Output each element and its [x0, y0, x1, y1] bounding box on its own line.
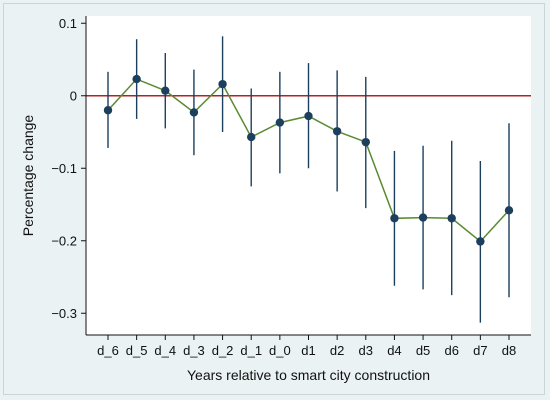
data-point	[275, 118, 285, 127]
y-tick-label: −0.3	[51, 306, 77, 321]
data-point	[304, 111, 313, 121]
data-point	[361, 137, 370, 147]
x-tick-label: d5	[416, 343, 430, 358]
data-point	[476, 237, 485, 246]
y-tick-label: −0.2	[51, 233, 77, 248]
data-point	[103, 106, 113, 115]
y-axis-title: Percentage change	[20, 115, 36, 237]
data-point	[504, 206, 514, 215]
x-tick-label: d_1	[240, 343, 262, 358]
x-tick-label: d_4	[154, 343, 176, 358]
x-tick-label: d4	[387, 343, 401, 358]
data-point	[447, 214, 456, 223]
point-markers	[103, 74, 514, 246]
x-tick-label: d_3	[183, 343, 205, 358]
x-tick-label: d1	[301, 343, 315, 358]
data-point	[218, 79, 227, 89]
x-tick-label: d8	[502, 343, 516, 358]
data-point	[189, 108, 199, 117]
data-point	[247, 132, 256, 142]
y-tick-label: 0	[70, 88, 77, 103]
data-point	[132, 74, 141, 84]
x-tick-label: d3	[359, 343, 373, 358]
x-axis-ticks: d_6 d_5 d_4 d_3 d_2 d_1 d_0 d1 d2 d3 d4 d5 d6 d7 d8	[97, 335, 516, 358]
x-tick-label: d_6	[97, 343, 119, 358]
y-axis-ticks: 0.1 0 −0.1 −0.2 −0.3	[51, 16, 86, 321]
data-point	[161, 86, 170, 95]
x-tick-label: d7	[473, 343, 487, 358]
y-tick-label: 0.1	[59, 16, 77, 31]
data-point	[418, 213, 428, 222]
x-axis-title: Years relative to smart city constructio…	[187, 367, 430, 383]
x-tick-label: d6	[444, 343, 458, 358]
x-tick-label: d2	[330, 343, 344, 358]
x-tick-label: d_5	[126, 343, 148, 358]
data-point	[390, 214, 399, 223]
y-tick-label: −0.1	[51, 161, 77, 176]
x-tick-label: d_0	[269, 343, 291, 358]
x-tick-label: d_2	[212, 343, 234, 358]
data-point	[332, 127, 342, 136]
